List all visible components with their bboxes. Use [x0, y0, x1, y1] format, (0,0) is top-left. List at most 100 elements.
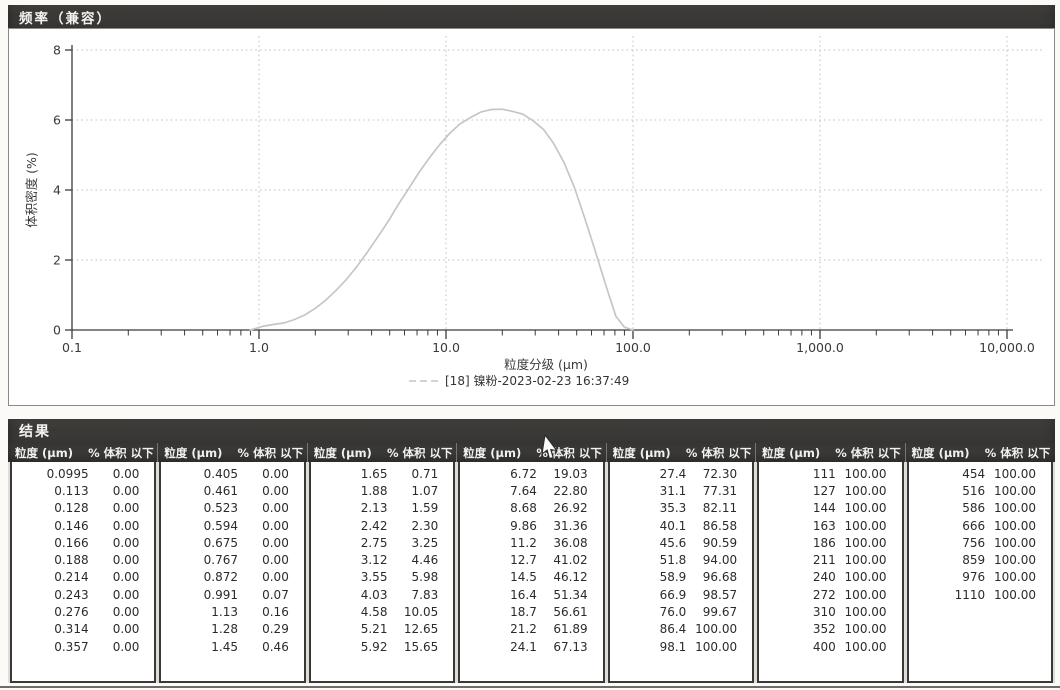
cell-particle-size: 0.276	[54, 605, 89, 620]
percent-column-header: % 体积 以下	[237, 445, 304, 460]
frequency-chart: 0 2 4 6 8 0.1 1.0 10.0 100.0 1,000.0 10,000.0 体积密度 …	[24, 36, 1045, 388]
table-row: 0.675 0.00	[161, 534, 303, 551]
table-row: 2.42 2.30	[311, 517, 453, 534]
cell-volume-under-percent: 31.36	[553, 518, 588, 533]
cell-particle-size: 1.65	[360, 466, 388, 481]
results-panel-titlebar: 结果	[8, 419, 1055, 443]
y-axis-title: 体积密度 (%)	[24, 152, 39, 228]
cell-volume-under-percent: 100.00	[695, 639, 738, 654]
cell-particle-size: 0.357	[54, 639, 89, 654]
cell-particle-size: 76.0	[659, 605, 687, 620]
table-row: 240 100.00	[759, 569, 901, 586]
table-row: 66.9 98.57	[610, 586, 752, 603]
table-row: 0.991 0.07	[161, 586, 303, 603]
cell-particle-size: 8.68	[510, 501, 537, 516]
results-column-group: 27.4 72.30 31.1 77.31 35.3 82.11 40.1 86.58 45.6…	[607, 462, 755, 683]
table-row: 3.55 5.98	[311, 569, 453, 586]
cell-particle-size: 40.1	[659, 518, 687, 533]
table-row: 14.5 46.12	[460, 569, 602, 586]
cell-volume-under-percent: 100.00	[844, 518, 887, 533]
cell-particle-size: 0.214	[54, 570, 89, 585]
cell-volume-under-percent: 100.00	[993, 518, 1036, 533]
cell-particle-size: 586	[962, 501, 986, 516]
cell-particle-size: 0.872	[203, 570, 239, 585]
cell-volume-under-percent: 0.46	[262, 639, 289, 654]
cell-volume-under-percent: 46.12	[553, 570, 588, 585]
size-column-header: 粒度 (μm)	[15, 445, 73, 460]
table-row: 310 100.00	[759, 603, 901, 620]
table-row: 352 100.00	[759, 621, 901, 638]
cell-particle-size: 0.188	[54, 553, 89, 568]
cell-volume-under-percent: 0.00	[262, 518, 289, 533]
cell-particle-size: 14.5	[510, 570, 537, 585]
table-row: 18.7 56.61	[460, 603, 602, 620]
cell-particle-size: 1110	[954, 587, 986, 602]
cell-particle-size: 2.75	[360, 535, 388, 550]
cell-particle-size: 58.9	[659, 570, 687, 585]
cell-particle-size: 2.42	[360, 518, 388, 533]
table-row: 516 100.00	[909, 482, 1051, 499]
results-header-group: 粒度 (μm) % 体积 以下	[904, 443, 1053, 462]
size-column-header: 粒度 (μm)	[911, 445, 970, 460]
cell-volume-under-percent: 100.00	[844, 535, 887, 550]
table-row: 0.243 0.00	[12, 586, 154, 603]
table-row: 0.166 0.00	[12, 534, 154, 551]
cell-volume-under-percent: 0.00	[262, 466, 289, 481]
cell-particle-size: 45.6	[659, 535, 687, 550]
cell-particle-size: 98.1	[659, 639, 687, 654]
x-tick-label: 1.0	[249, 340, 269, 355]
cell-volume-under-percent: 99.67	[702, 605, 738, 620]
cell-particle-size: 127	[812, 483, 836, 498]
cell-particle-size: 0.405	[203, 466, 239, 481]
table-row: 0.113 0.00	[12, 482, 154, 499]
cell-particle-size: 400	[812, 639, 836, 654]
frequency-panel: 频率（兼容） 0 2 4 6 8 0.1 1.0 10.0 100.0 1,000.0 10,000…	[8, 5, 1055, 406]
cell-particle-size: 24.1	[510, 639, 537, 654]
cell-particle-size: 0.461	[203, 483, 239, 498]
cell-particle-size: 3.55	[360, 570, 388, 585]
table-row: 21.2 61.89	[460, 621, 602, 638]
results-column-group: 0.0995 0.00 0.113 0.00 0.128 0.00 0.146 0.00 0.1…	[10, 462, 157, 683]
cell-particle-size: 352	[812, 622, 836, 637]
cell-volume-under-percent: 7.83	[411, 587, 439, 602]
cell-particle-size: 21.2	[510, 622, 537, 637]
cell-volume-under-percent: 10.05	[403, 605, 439, 620]
percent-column-header: % 体积 以下	[536, 445, 602, 460]
cell-volume-under-percent: 82.11	[702, 501, 738, 516]
cell-particle-size: 1.45	[211, 639, 239, 654]
cell-volume-under-percent: 26.92	[553, 501, 588, 516]
table-row: 24.1 67.13	[460, 638, 602, 655]
table-row: 1.28 0.29	[161, 621, 303, 638]
cell-volume-under-percent: 12.65	[403, 622, 439, 637]
table-row: 0.357 0.00	[12, 638, 154, 655]
table-row: 40.1 86.58	[610, 517, 752, 534]
x-axis-title: 粒度分级 (μm)	[504, 357, 588, 372]
table-row: 86.4 100.00	[610, 621, 752, 638]
cell-particle-size: 51.8	[659, 553, 687, 568]
distribution-curve	[249, 108, 634, 331]
cell-volume-under-percent: 0.00	[112, 570, 140, 585]
percent-column-header: % 体积 以下	[685, 445, 752, 460]
cell-volume-under-percent: 0.00	[112, 553, 140, 568]
table-row: 756 100.00	[909, 534, 1051, 551]
cell-volume-under-percent: 0.00	[112, 639, 140, 654]
cell-volume-under-percent: 0.00	[262, 501, 289, 516]
cell-volume-under-percent: 98.57	[702, 587, 738, 602]
table-row: 27.4 72.30	[610, 465, 752, 482]
cell-volume-under-percent: 100.00	[844, 639, 887, 654]
table-row: 8.68 26.92	[460, 500, 602, 517]
cell-volume-under-percent: 94.00	[702, 553, 738, 568]
cell-particle-size: 0.128	[54, 501, 89, 516]
cell-volume-under-percent: 100.00	[695, 622, 738, 637]
y-tick-label: 0	[53, 323, 61, 338]
table-row: 12.7 41.02	[460, 551, 602, 568]
cell-volume-under-percent: 0.00	[112, 622, 140, 637]
percent-column-header: % 体积 以下	[386, 445, 453, 460]
table-row: 0.146 0.00	[12, 517, 154, 534]
cell-particle-size: 240	[812, 570, 836, 585]
cell-volume-under-percent: 0.00	[112, 518, 140, 533]
y-tick-label: 6	[53, 113, 61, 128]
frequency-panel-titlebar: 频率（兼容）	[8, 5, 1055, 28]
cell-particle-size: 0.991	[203, 587, 239, 602]
cell-particle-size: 11.2	[510, 535, 537, 550]
